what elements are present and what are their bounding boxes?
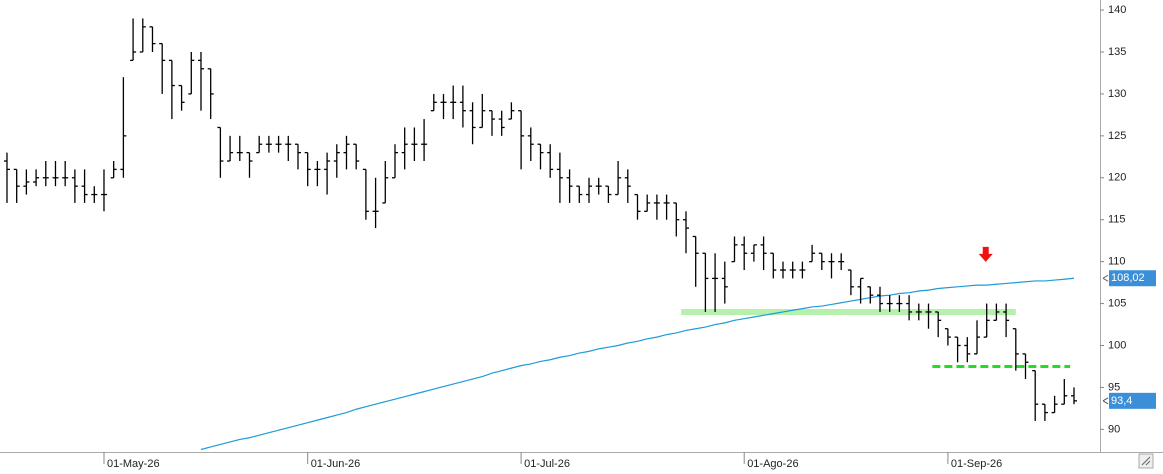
y-tick-label: 140 <box>1108 4 1126 16</box>
x-tick-label: 01-Jul-26 <box>524 458 570 470</box>
price-tag-label: 93,4 <box>1111 395 1132 407</box>
y-tick-label: 125 <box>1108 130 1126 142</box>
y-tick-label: 130 <box>1108 88 1126 100</box>
y-tick-label: 135 <box>1108 46 1126 58</box>
price-tag-pointer <box>1102 397 1109 405</box>
y-tick-label: 110 <box>1108 256 1126 268</box>
y-tick-label: 120 <box>1108 172 1126 184</box>
y-tick-label: 90 <box>1108 423 1120 435</box>
red-arrow <box>978 246 993 262</box>
x-tick-label: 01-Sep-26 <box>951 458 1002 470</box>
y-tick-label: 95 <box>1108 381 1120 393</box>
x-tick-label: 01-Ago-26 <box>747 458 798 470</box>
price-tag <box>1109 392 1156 409</box>
corner-icon <box>1141 456 1151 466</box>
y-tick-label: 105 <box>1108 297 1126 309</box>
x-tick-label: 01-Jun-26 <box>311 458 361 470</box>
x-tick-label: 01-May-26 <box>107 458 160 470</box>
moving-average <box>200 277 1075 451</box>
price-tag <box>1109 270 1156 287</box>
price-tag-pointer <box>1102 274 1109 282</box>
y-tick-label: 100 <box>1108 339 1126 351</box>
y-tick-label: 115 <box>1108 214 1126 226</box>
price-tag-label: 108,02 <box>1111 272 1145 284</box>
